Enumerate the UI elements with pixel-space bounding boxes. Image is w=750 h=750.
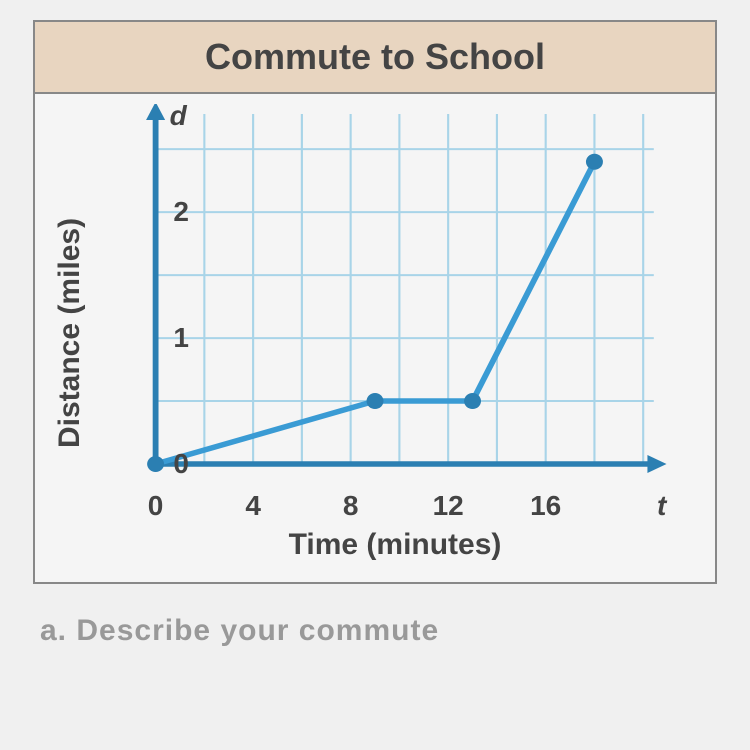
x-tick: 0: [148, 490, 164, 522]
x-tick: 16: [530, 490, 561, 522]
x-tick: 4: [245, 490, 261, 522]
page-container: Commute to School Distance (miles) 01204…: [0, 0, 750, 750]
question-text: a. Describe your commute: [40, 614, 730, 648]
y-axis-label: Distance (miles): [45, 104, 95, 562]
y-tick: 2: [145, 196, 189, 228]
y-tick: 0: [145, 448, 189, 480]
chart-box: Commute to School Distance (miles) 01204…: [33, 20, 717, 584]
x-axis-label: Time (minutes): [95, 528, 695, 562]
chart-title: Commute to School: [35, 22, 715, 94]
plot-svg: [145, 104, 675, 484]
question-label: a.: [40, 614, 67, 647]
y-tick: 1: [145, 322, 189, 354]
plot-column: 0120481216dt Time (minutes): [95, 104, 695, 562]
x-tick: 8: [343, 490, 359, 522]
x-tick: 12: [433, 490, 464, 522]
question-body: Describe your commute: [76, 614, 439, 647]
plot-area: 0120481216dt: [145, 104, 675, 484]
x-var-label: t: [657, 490, 666, 522]
chart-body: Distance (miles) 0120481216dt Time (minu…: [35, 94, 715, 582]
y-var-label: d: [170, 100, 187, 132]
